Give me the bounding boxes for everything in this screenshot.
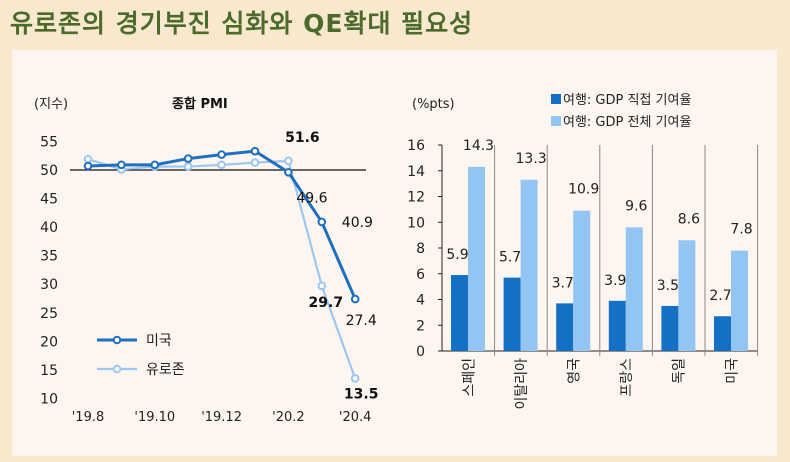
y-tick-label: 40: [40, 220, 58, 236]
legend-label: 여행: GDP 전체 기여율: [563, 114, 691, 130]
data-label: 3.7: [552, 275, 574, 291]
data-point: [250, 146, 260, 156]
category-label: 영국: [567, 358, 583, 384]
data-label: 14.3: [463, 138, 494, 154]
category-label: 미국: [724, 358, 740, 384]
data-label: 3.5: [657, 278, 679, 294]
category-label: 스페인: [461, 358, 477, 397]
x-tick-label: '20.2: [272, 410, 305, 425]
data-label: 13.5: [344, 386, 379, 402]
page-title: 유로존의 경기부진 심화와 QE확대 필요성: [10, 9, 474, 38]
y-axis-label: (%pts): [412, 97, 455, 112]
y-tick-label: 20: [40, 334, 58, 350]
y-tick-label: 45: [40, 192, 58, 208]
category-label: 독일: [672, 358, 688, 384]
y-tick-label: 0: [416, 344, 425, 360]
y-axis-label: (지수): [34, 97, 68, 112]
data-point: [83, 161, 93, 171]
bar: [661, 305, 679, 351]
data-label: 3.9: [604, 273, 626, 289]
data-point: [217, 150, 226, 159]
y-tick-label: 6: [416, 267, 425, 283]
bar: [731, 250, 748, 351]
data-label: 51.6: [285, 130, 320, 146]
y-tick-label: 8: [416, 241, 425, 257]
bar: [556, 303, 574, 351]
y-tick-label: 4: [416, 293, 425, 309]
data-point: [117, 160, 126, 170]
bar: [451, 275, 468, 351]
data-label: 29.7: [309, 295, 344, 311]
data-point: [217, 160, 226, 170]
data-point: [350, 374, 360, 383]
data-point: [317, 217, 327, 227]
data-label: 10.9: [568, 182, 599, 198]
category-label: 이탈리아: [514, 358, 530, 410]
y-tick-label: 10: [40, 391, 58, 407]
data-label: 5.9: [446, 247, 468, 263]
x-tick-label: '19.8: [72, 410, 105, 425]
bar: [678, 240, 696, 351]
data-label: 9.6: [625, 198, 647, 214]
data-label: 5.7: [499, 250, 521, 266]
chart-panel: [12, 50, 777, 456]
data-point: [183, 154, 193, 163]
legend-swatch: [551, 116, 561, 126]
legend-label: 여행: GDP 직접 기여율: [563, 92, 691, 108]
legend-marker: [112, 364, 122, 374]
data-point: [284, 156, 293, 166]
y-tick-label: 12: [407, 190, 425, 206]
y-tick-label: 50: [40, 163, 58, 179]
bar: [608, 300, 626, 351]
bar: [468, 166, 485, 351]
line-series-us: [87, 149, 357, 300]
legend-swatch: [551, 94, 561, 104]
y-tick-label: 55: [40, 134, 58, 150]
y-tick-label: 2: [416, 318, 425, 334]
x-tick-label: '19.10: [134, 410, 175, 425]
data-label: 8.6: [678, 211, 700, 227]
legend-marker: [112, 335, 122, 345]
chart-title: 종합 PMI: [172, 96, 228, 112]
y-tick-label: 15: [40, 363, 58, 379]
data-point: [350, 294, 360, 304]
bar: [503, 277, 521, 351]
data-point: [83, 154, 93, 164]
bar: [520, 179, 538, 351]
bar: [714, 316, 731, 351]
y-tick-label: 35: [40, 249, 58, 265]
data-label: 40.9: [342, 215, 373, 231]
data-label: 49.6: [296, 190, 327, 206]
data-point: [150, 160, 160, 170]
category-label: 프랑스: [619, 358, 635, 397]
data-point: [183, 162, 193, 171]
y-tick-label: 10: [407, 215, 425, 231]
y-tick-label: 16: [407, 138, 425, 154]
data-label: 13.3: [516, 151, 547, 167]
bar: [573, 210, 591, 351]
x-tick-label: '19.12: [201, 410, 242, 425]
data-point: [250, 158, 260, 167]
data-point: [284, 167, 293, 177]
legend-label: 유로존: [146, 362, 185, 378]
legend-label: 미국: [146, 333, 172, 349]
data-label: 27.4: [346, 313, 377, 329]
y-tick-label: 30: [40, 277, 58, 293]
x-tick-label: '20.4: [339, 410, 372, 425]
data-point: [317, 281, 327, 291]
data-label: 2.7: [709, 288, 731, 304]
y-tick-label: 25: [40, 306, 58, 322]
data-label: 7.8: [730, 222, 752, 238]
y-tick-label: 14: [407, 164, 425, 180]
bar: [625, 227, 643, 351]
